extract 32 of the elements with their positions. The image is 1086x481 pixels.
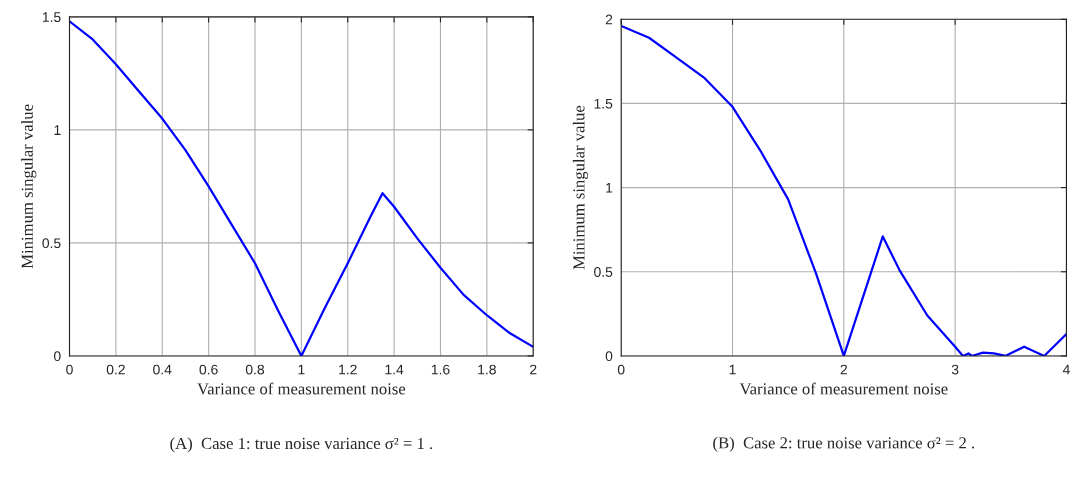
- x-tick-label: 0: [66, 364, 73, 375]
- y-tick-label: 0.5: [594, 267, 613, 277]
- line-series: [69, 20, 534, 356]
- y-tick-label: 1.5: [594, 98, 613, 109]
- x-tick-label: 3: [951, 364, 959, 375]
- y-tick-label: 1: [606, 183, 613, 193]
- x-tick-label: 1.4: [385, 364, 404, 375]
- x-axis-title: Variance of measurement noise: [739, 382, 948, 395]
- x-tick-label: 1: [729, 364, 736, 375]
- text: (A) Case 1: true noise variance σ² = 1 .: [170, 437, 433, 453]
- x-tick-label: 2: [530, 364, 537, 375]
- y-axis-title: Minimum singular value: [21, 104, 37, 269]
- y-tick-label: 1: [54, 125, 61, 135]
- x-tick-label: 0.8: [245, 364, 265, 375]
- x-tick-label: 0.4: [153, 364, 172, 375]
- x-tick-label: 1: [298, 364, 305, 375]
- x-tick-label: 0.2: [106, 364, 125, 375]
- text: (B) Case 2: true noise variance σ² = 2 .: [713, 436, 975, 452]
- x-tick-label: 4: [1062, 364, 1070, 375]
- y-tick-label: 0: [53, 351, 61, 362]
- y-tick-label: 0.5: [42, 238, 61, 249]
- x-tick-label: 0: [617, 364, 625, 375]
- x-tick-label: 2: [840, 364, 847, 375]
- x-tick-label: 1.6: [431, 364, 450, 375]
- y-tick-label: 2: [605, 14, 613, 25]
- y-tick-label: 0: [605, 351, 613, 362]
- y-axis-title: Minimum singular value: [572, 105, 588, 270]
- x-tick-label: 1.8: [478, 364, 496, 375]
- x-tick-label: 1.2: [339, 364, 357, 375]
- x-axis-title: Variance of measurement noise: [197, 382, 406, 395]
- y-tick-label: 1.5: [42, 12, 61, 22]
- x-tick-label: 0.6: [199, 364, 218, 375]
